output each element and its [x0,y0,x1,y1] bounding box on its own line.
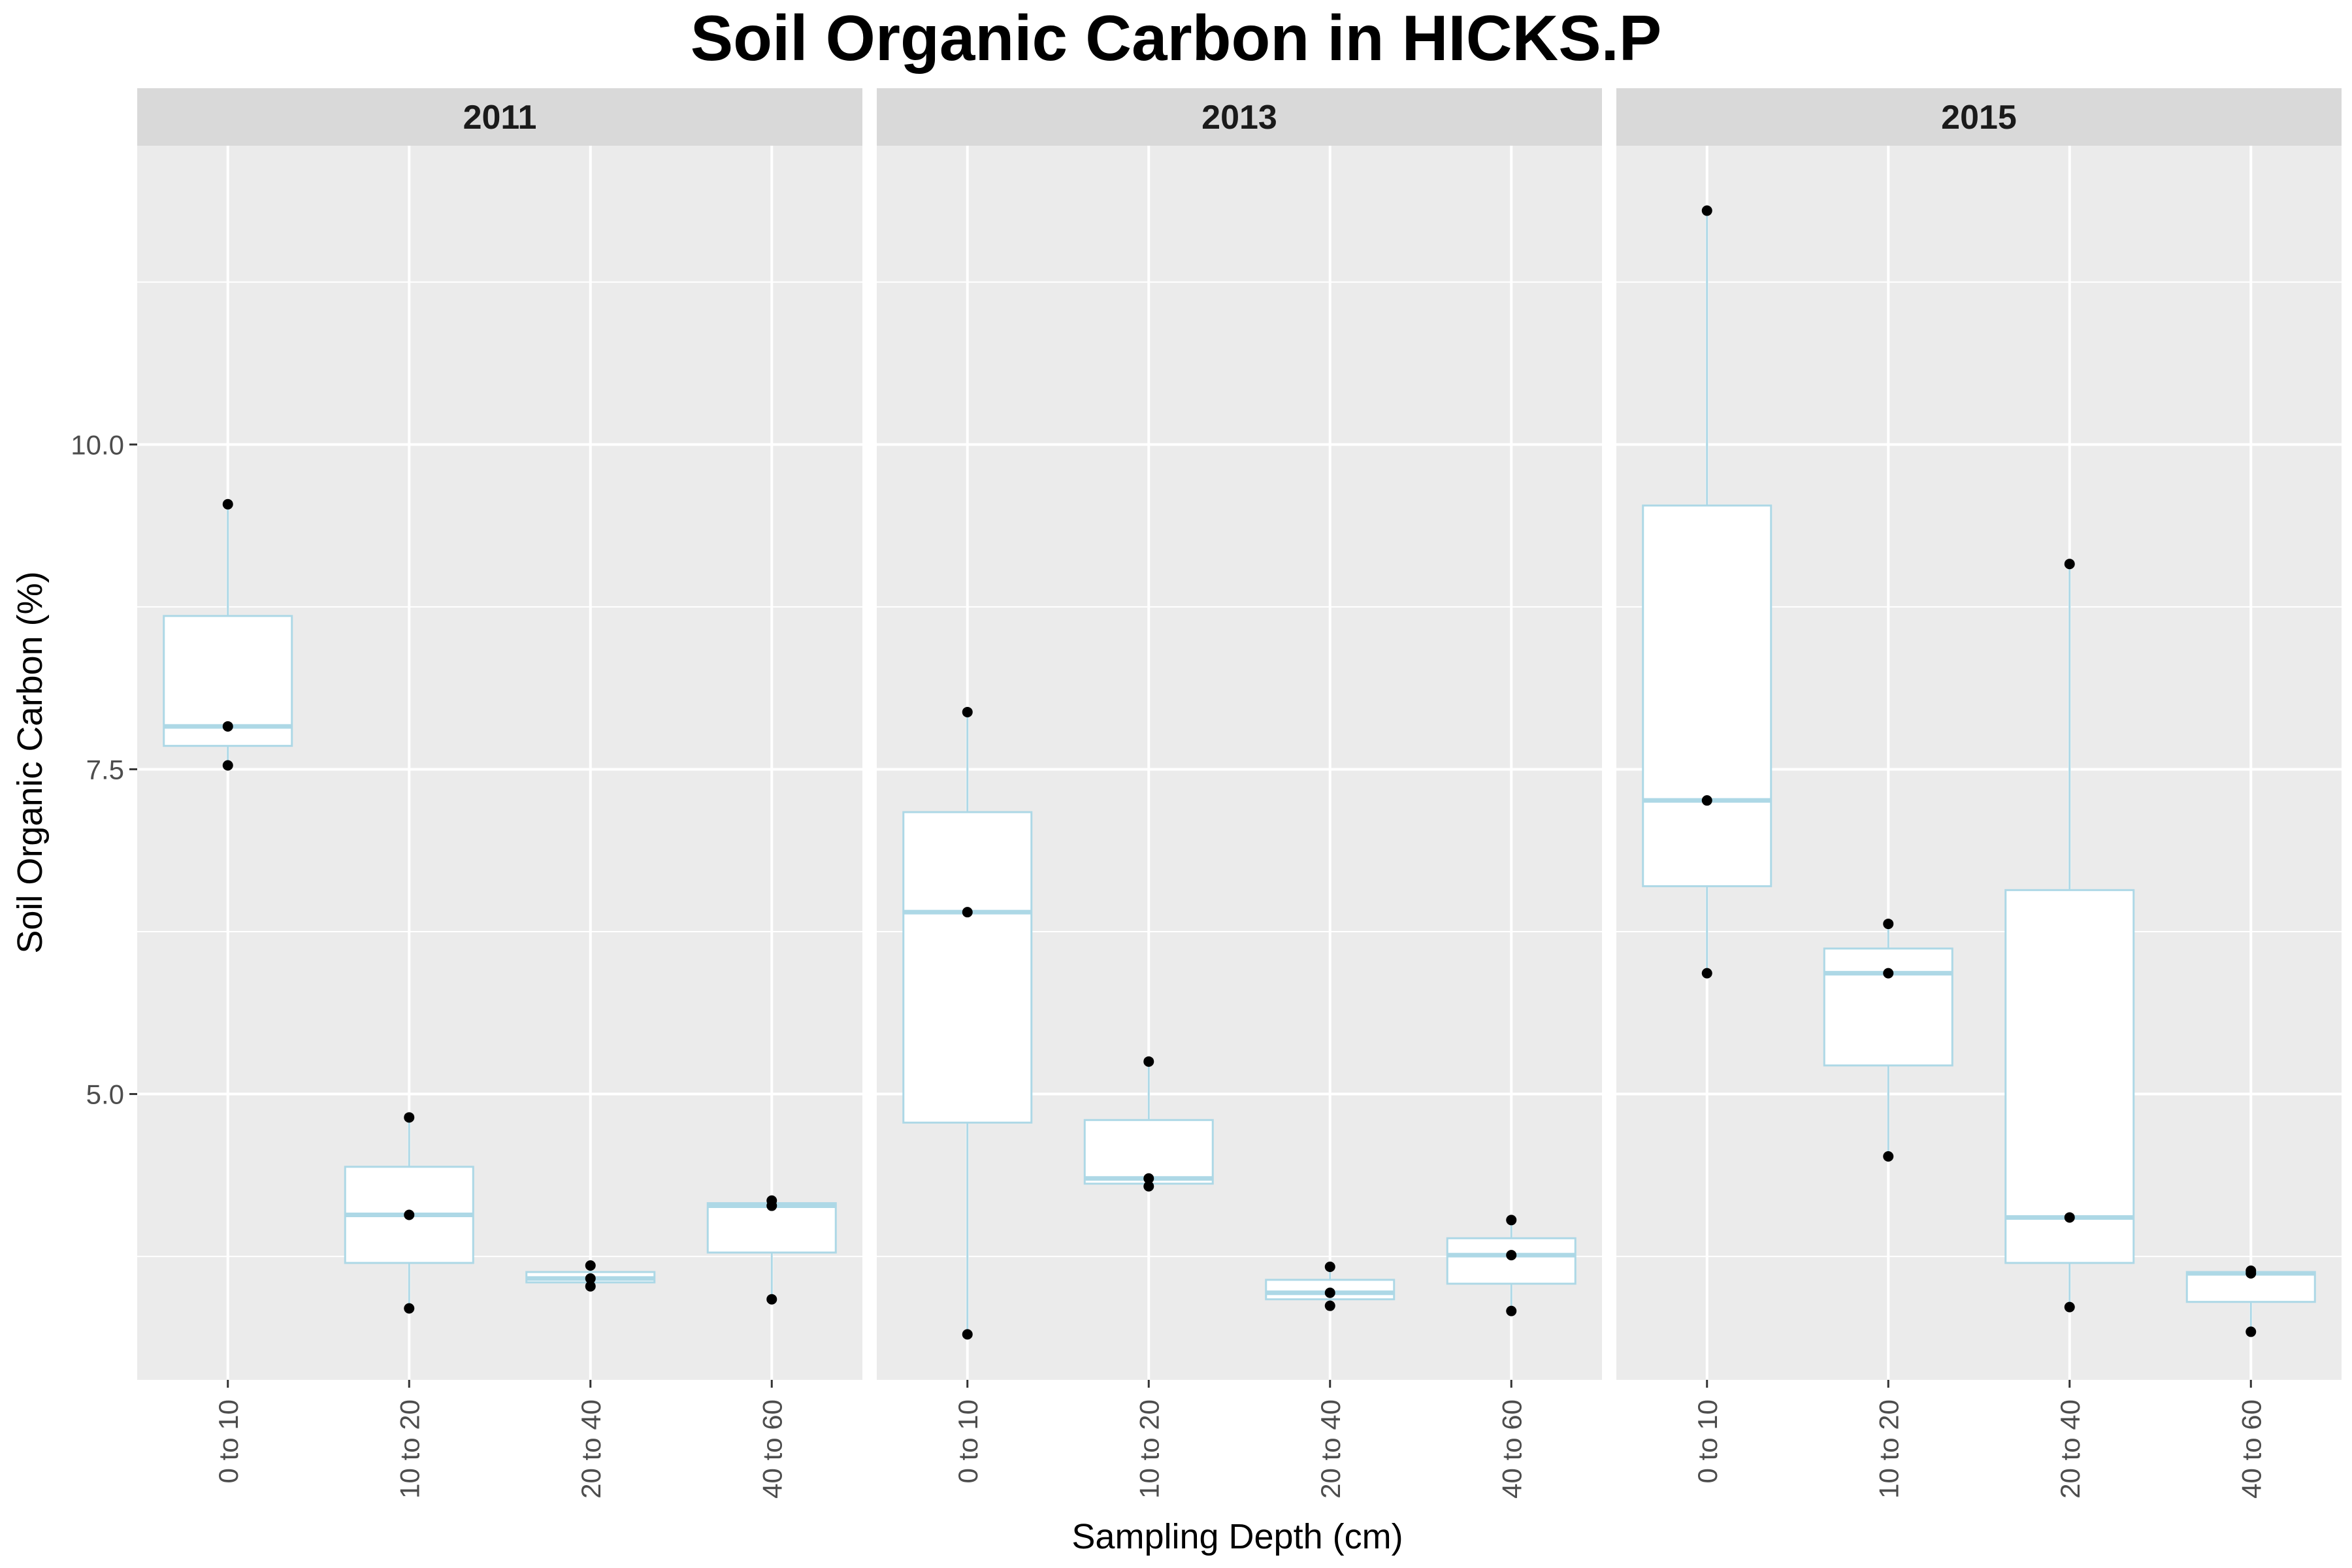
facet-panel-2015: 2015 0 to 10 10 to 20 20 to 40 40 to 60 [1616,88,2342,1499]
boxplot-2013-40-to-60 [1446,1215,1576,1316]
x-tick-label: 20 to 40 [2055,1399,2085,1499]
boxplot-2015-40-to-60 [2185,1265,2316,1337]
x-tick-label: 20 to 40 [576,1399,606,1499]
data-point [222,721,233,732]
y-axis-label: Soil Organic Carbon (%) [10,571,50,953]
data-point [962,1329,973,1340]
data-point [585,1281,596,1292]
data-point [2246,1267,2257,1279]
boxplot-2011-0-to-10 [163,498,293,771]
data-point [1324,1300,1335,1311]
panel-background [877,146,1602,1380]
data-point [1143,1173,1154,1184]
box-iqr [1642,504,1772,887]
panel-background [137,146,862,1380]
boxplot-2015-0-to-10 [1642,205,1772,979]
facet-panel-2013: 2013 0 to 10 10 to 20 20 to 40 40 to 60 [877,88,1602,1499]
data-point [585,1273,596,1284]
facet-strip [877,88,1602,146]
data-point [766,1200,777,1211]
box-iqr [1823,947,1953,1067]
box-iqr [706,1202,837,1254]
x-tick-label: 40 to 60 [2236,1399,2266,1499]
x-tick-label: 0 to 10 [953,1399,983,1483]
x-tick-label: 10 to 20 [1873,1399,1904,1499]
y-axis-tick-labels: 5.0 7.5 10.0 [71,429,137,1110]
boxplot-2011-40-to-60 [706,1195,837,1305]
data-point [404,1112,415,1123]
facet-panel-2011: 2011 0 to 10 10 to 20 20 to 40 40 to 60 [137,88,862,1499]
data-point [404,1209,415,1220]
facet-strip [1616,88,2342,146]
data-point [1701,205,1712,216]
data-point [2064,559,2075,570]
x-tick-label: 20 to 40 [1315,1399,1346,1499]
y-tick-label: 7.5 [86,754,124,785]
chart-title: Soil Organic Carbon in HICKS.P [691,2,1662,74]
y-tick-label: 10.0 [71,429,124,460]
boxplot-2015-10-to-20 [1823,919,1953,1162]
box-iqr [1083,1119,1214,1185]
x-tick-label: 40 to 60 [1496,1399,1527,1499]
data-point [1701,968,1712,979]
data-point [222,498,233,510]
facet-strip-label: 2013 [1201,99,1277,137]
data-point [1701,795,1712,806]
data-point [962,706,973,717]
box-iqr [1446,1237,1576,1285]
data-point [404,1303,415,1314]
boxplot-2011-10-to-20 [344,1112,474,1314]
box-iqr [2004,889,2135,1264]
facet-panels: 2011 0 to 10 10 to 20 20 to 40 40 to 60 2013 0… [137,88,2342,1499]
facet-strip-label: 2015 [1941,99,2017,137]
boxplot-2015-20-to-40 [2004,559,2135,1313]
data-point [585,1260,596,1271]
y-tick-label: 5.0 [86,1079,124,1110]
data-point [962,907,973,918]
box-iqr [902,811,1033,1124]
data-point [1324,1287,1335,1298]
boxplot-2011-20-to-40 [525,1260,656,1292]
data-point [2246,1326,2257,1337]
facet-strip [137,88,862,146]
data-point [222,760,233,771]
x-tick-label: 10 to 20 [1134,1399,1164,1499]
x-tick-label: 10 to 20 [394,1399,425,1499]
data-point [1143,1181,1154,1192]
data-point [2064,1301,2075,1313]
data-point [1143,1056,1154,1067]
x-tick-label: 40 to 60 [757,1399,787,1499]
boxplot-2013-0-to-10 [902,706,1033,1340]
data-point [1506,1215,1517,1226]
data-point [1883,919,1894,930]
x-axis-label: Sampling Depth (cm) [1071,1517,1403,1556]
data-point [1324,1262,1335,1273]
data-point [1506,1250,1517,1261]
x-tick-label: 0 to 10 [1692,1399,1723,1483]
data-point [1506,1305,1517,1316]
data-point [2064,1212,2075,1223]
data-point [766,1294,777,1305]
boxplot-2013-10-to-20 [1083,1056,1214,1192]
data-point [1883,968,1894,979]
data-point [1883,1151,1894,1162]
facet-strip-label: 2011 [463,99,537,137]
boxplot-2013-20-to-40 [1265,1262,1396,1311]
x-tick-label: 0 to 10 [213,1399,244,1483]
